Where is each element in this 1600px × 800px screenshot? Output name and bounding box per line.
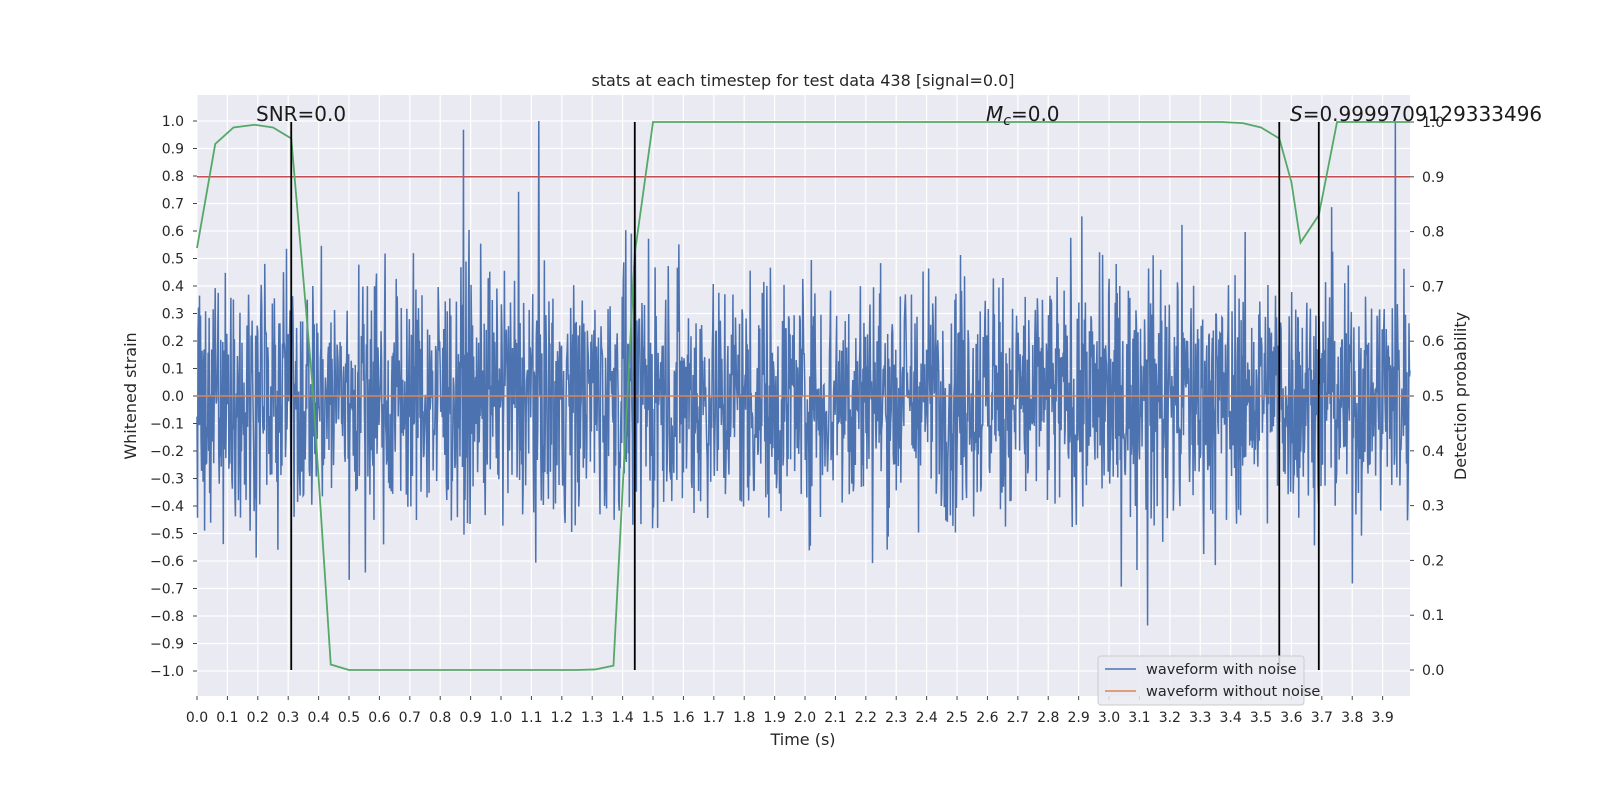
- x-tick-label: 1.1: [520, 710, 542, 726]
- x-tick-label: 2.0: [794, 710, 816, 726]
- noise-trace: [196, 120, 1411, 626]
- x-tick-label: 2.8: [1037, 710, 1059, 726]
- x-tick-label: 1.7: [703, 710, 725, 726]
- legend-box: [1097, 655, 1305, 706]
- y-tick-label: −0.9: [150, 637, 184, 653]
- y2-tick-label: 0.5: [1422, 389, 1444, 405]
- x-tick-label: 0.9: [459, 710, 481, 726]
- y-tick-label: −0.2: [150, 444, 184, 460]
- y-tick-label: 0.8: [162, 169, 184, 185]
- y-axis-label: Whitened strain: [121, 332, 140, 459]
- x-axis-label: Time (s): [769, 730, 835, 749]
- x-tick-label: 2.5: [946, 710, 968, 726]
- x-tick-label: 0.4: [307, 710, 329, 726]
- x-tick-label: 3.7: [1311, 710, 1333, 726]
- y2-tick-label: 0.9: [1422, 170, 1444, 186]
- legend-label-noise: waveform with noise: [1146, 662, 1297, 678]
- y-tick-label: 0.4: [162, 279, 184, 295]
- x-tick-label: 2.4: [915, 710, 937, 726]
- x-tick-label: 3.2: [1159, 710, 1181, 726]
- x-tick-label: 3.1: [1128, 710, 1150, 726]
- legend: waveform with noise waveform without noi…: [1097, 655, 1320, 706]
- x-tick-label: 1.9: [763, 710, 785, 726]
- chart-title: stats at each timestep for test data 438…: [591, 71, 1014, 90]
- x-tick-label: 0.3: [277, 710, 299, 726]
- x-tick-label: 3.4: [1220, 710, 1242, 726]
- y-tick-label: −0.1: [150, 417, 184, 433]
- chirp-mass-annotation: Mc=0.0: [986, 102, 1060, 129]
- x-tick-label: 2.9: [1067, 710, 1089, 726]
- y-tick-label: 0.1: [162, 362, 184, 378]
- x-tick-label: 3.8: [1341, 710, 1363, 726]
- y-tick-label: 0.2: [162, 334, 184, 350]
- snr-annotation: SNR=0.0: [256, 102, 346, 126]
- y-tick-label: −0.6: [150, 554, 184, 570]
- y-tick-label: −0.8: [150, 609, 184, 625]
- x-tick-label: 0.7: [399, 710, 421, 726]
- x-tick-label: 0.2: [247, 710, 269, 726]
- y-tick-label: −0.3: [150, 472, 184, 488]
- y2-axis-ticks: 1.0 0.9 0.8 0.7 0.6 0.5 0.4 0.3 0.2 0.1 0.0: [1410, 115, 1444, 679]
- x-tick-label: 0.6: [368, 710, 390, 726]
- y-tick-label: −0.4: [150, 499, 184, 515]
- x-tick-label: 2.1: [824, 710, 846, 726]
- y-tick-label: 1.0: [162, 114, 184, 130]
- x-tick-label: 3.5: [1250, 710, 1272, 726]
- x-tick-label: 0.5: [338, 710, 360, 726]
- x-tick-label: 2.3: [885, 710, 907, 726]
- x-tick-label: 3.9: [1372, 710, 1394, 726]
- s-score-annotation: S=0.9999709129333496: [1290, 102, 1542, 126]
- x-tick-label: 1.4: [611, 710, 633, 726]
- y-tick-label: 0.0: [162, 389, 184, 405]
- x-tick-label: 0.8: [429, 710, 451, 726]
- y2-tick-label: 0.4: [1422, 444, 1444, 460]
- series-waveform-with-noise: [196, 120, 1411, 626]
- y2-axis-label: Detection probability: [1451, 312, 1470, 480]
- x-tick-label: 1.5: [642, 710, 664, 726]
- x-tick-label: 1.6: [672, 710, 694, 726]
- y-tick-label: −1.0: [150, 664, 184, 680]
- y2-tick-label: 0.0: [1422, 663, 1444, 679]
- x-tick-label: 1.2: [551, 710, 573, 726]
- y-axis-ticks: 1.0 0.9 0.8 0.7 0.6 0.5 0.4 0.3 0.2 0.1 0.0 −0.1 −0.…: [150, 114, 197, 680]
- x-tick-label: 0.1: [216, 710, 238, 726]
- y-tick-label: 0.7: [162, 197, 184, 213]
- y-tick-label: −0.7: [150, 582, 184, 598]
- x-tick-label: 2.2: [855, 710, 877, 726]
- y-tick-label: 0.6: [162, 224, 184, 240]
- x-tick-label: 3.3: [1189, 710, 1211, 726]
- y2-tick-label: 0.2: [1422, 553, 1444, 569]
- y-tick-label: 0.5: [162, 252, 184, 268]
- x-tick-label: 2.7: [1007, 710, 1029, 726]
- x-tick-label: 3.0: [1098, 710, 1120, 726]
- x-tick-label: 1.3: [581, 710, 603, 726]
- y-tick-label: 0.9: [162, 142, 184, 158]
- event-markers: [290, 122, 1320, 670]
- x-tick-label: 1.8: [733, 710, 755, 726]
- legend-label-clean: waveform without noise: [1146, 684, 1320, 700]
- y2-tick-label: 0.1: [1422, 608, 1444, 624]
- y2-tick-label: 0.7: [1422, 279, 1444, 295]
- x-tick-label: 0.0: [186, 710, 208, 726]
- y2-tick-label: 1.0: [1422, 115, 1444, 131]
- y2-tick-label: 0.6: [1422, 334, 1444, 350]
- x-axis-ticks: 0.0 0.1 0.2 0.3 0.4 0.5 0.6 0.7 0.8 0.9 1.0 1.1 1.2 1…: [186, 696, 1394, 726]
- y-tick-label: 0.3: [162, 307, 184, 323]
- y-tick-label: −0.5: [150, 527, 184, 543]
- x-tick-label: 1.0: [490, 710, 512, 726]
- probability-trace: [196, 121, 1410, 671]
- x-tick-label: 2.6: [976, 710, 998, 726]
- x-tick-label: 3.6: [1280, 710, 1302, 726]
- y2-tick-label: 0.8: [1422, 225, 1444, 241]
- series-detection-probability: [196, 121, 1410, 671]
- y2-tick-label: 0.3: [1422, 499, 1444, 515]
